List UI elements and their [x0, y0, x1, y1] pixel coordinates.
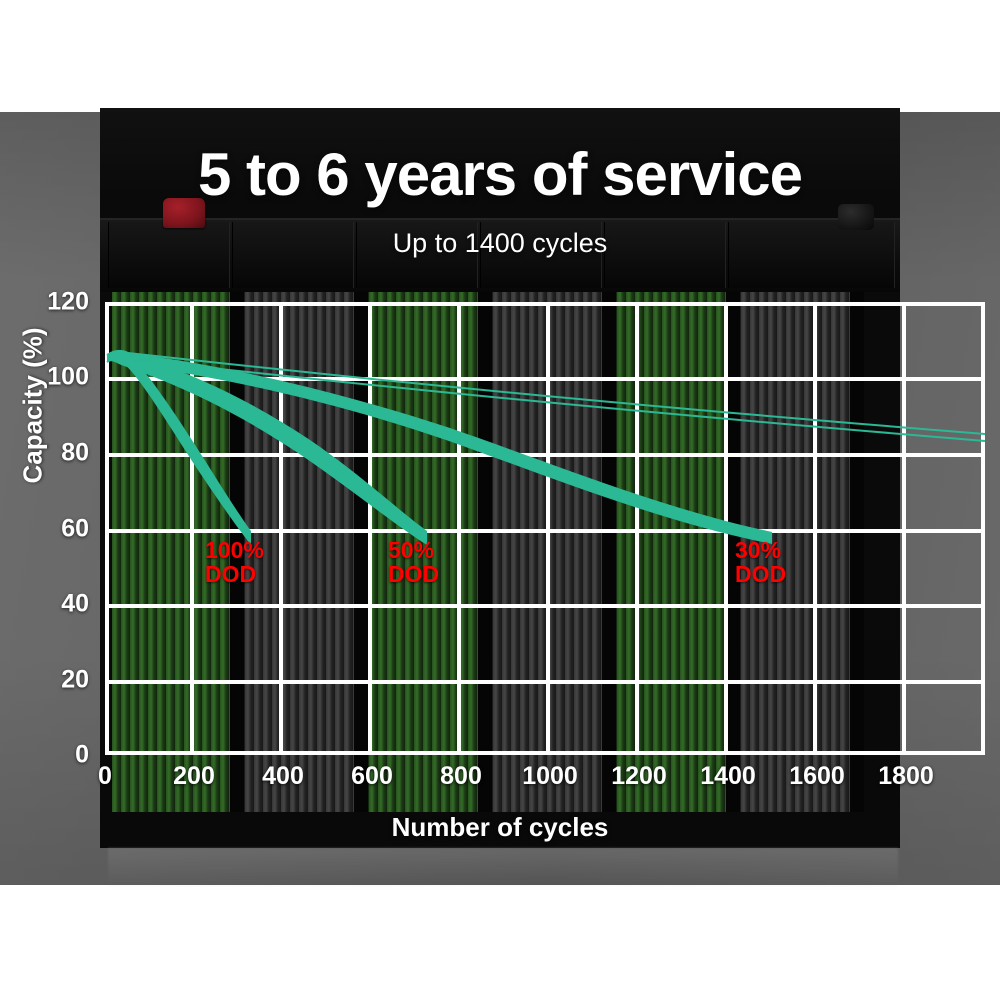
battery-negative-terminal	[838, 204, 874, 230]
x-axis-title: Number of cycles	[391, 812, 609, 842]
annotation-30-dod: 30% DOD	[735, 538, 786, 586]
x-tick-label: 1200	[611, 762, 667, 790]
annotation-30-dod-text: DOD	[735, 561, 787, 588]
y-tick-label: 100	[47, 362, 89, 391]
annotation-30-dod-pct: 30%	[735, 537, 782, 563]
battery-lid-segment	[356, 222, 478, 288]
x-tick-label: 1400	[700, 762, 756, 790]
annotation-100-dod-text: DOD	[205, 561, 257, 588]
y-axis-ticks: 0 20 40 60 80 100 120	[0, 288, 97, 769]
page-title: 5 to 6 years of service	[197, 141, 803, 208]
battery-lid-segment	[728, 222, 895, 288]
page-subtitle: Up to 1400 cycles	[392, 228, 608, 258]
battery-reflection	[108, 848, 898, 888]
gridline-horizontal	[105, 453, 985, 457]
y-tick-label: 0	[75, 740, 89, 769]
x-tick-label: 1000	[522, 762, 578, 790]
battery-positive-terminal	[163, 198, 205, 228]
gridline-horizontal	[105, 529, 985, 533]
gridline-vertical	[813, 302, 817, 755]
chart-plot-area	[105, 302, 985, 755]
y-tick-label: 80	[61, 438, 89, 467]
y-tick-label: 60	[61, 514, 89, 543]
x-tick-label: 600	[351, 762, 393, 790]
x-tick-label: 800	[440, 762, 482, 790]
annotation-100-dod-pct: 100%	[205, 537, 264, 563]
y-tick-label: 20	[61, 665, 89, 694]
x-tick-label: 0	[98, 762, 112, 790]
annotation-50-dod: 50% DOD	[388, 538, 439, 586]
y-tick-label: 40	[61, 589, 89, 618]
x-tick-label: 200	[173, 762, 215, 790]
annotation-50-dod-pct: 50%	[388, 537, 435, 563]
battery-lid-segment	[232, 222, 354, 288]
x-tick-label: 1800	[878, 762, 934, 790]
gridline-horizontal	[105, 377, 985, 381]
x-tick-label: 400	[262, 762, 304, 790]
battery-lid-segment	[480, 222, 602, 288]
annotation-50-dod-text: DOD	[388, 561, 440, 588]
battery-lid-segment	[604, 222, 726, 288]
y-axis-title: Capacity (%)	[17, 327, 48, 484]
gridline-vertical	[902, 302, 906, 755]
x-tick-label: 1600	[789, 762, 845, 790]
y-tick-label: 120	[47, 287, 89, 316]
annotation-100-dod: 100% DOD	[205, 538, 264, 586]
gridline-horizontal	[105, 604, 985, 608]
battery-lid-segment	[108, 222, 230, 288]
gridline-horizontal	[105, 680, 985, 684]
